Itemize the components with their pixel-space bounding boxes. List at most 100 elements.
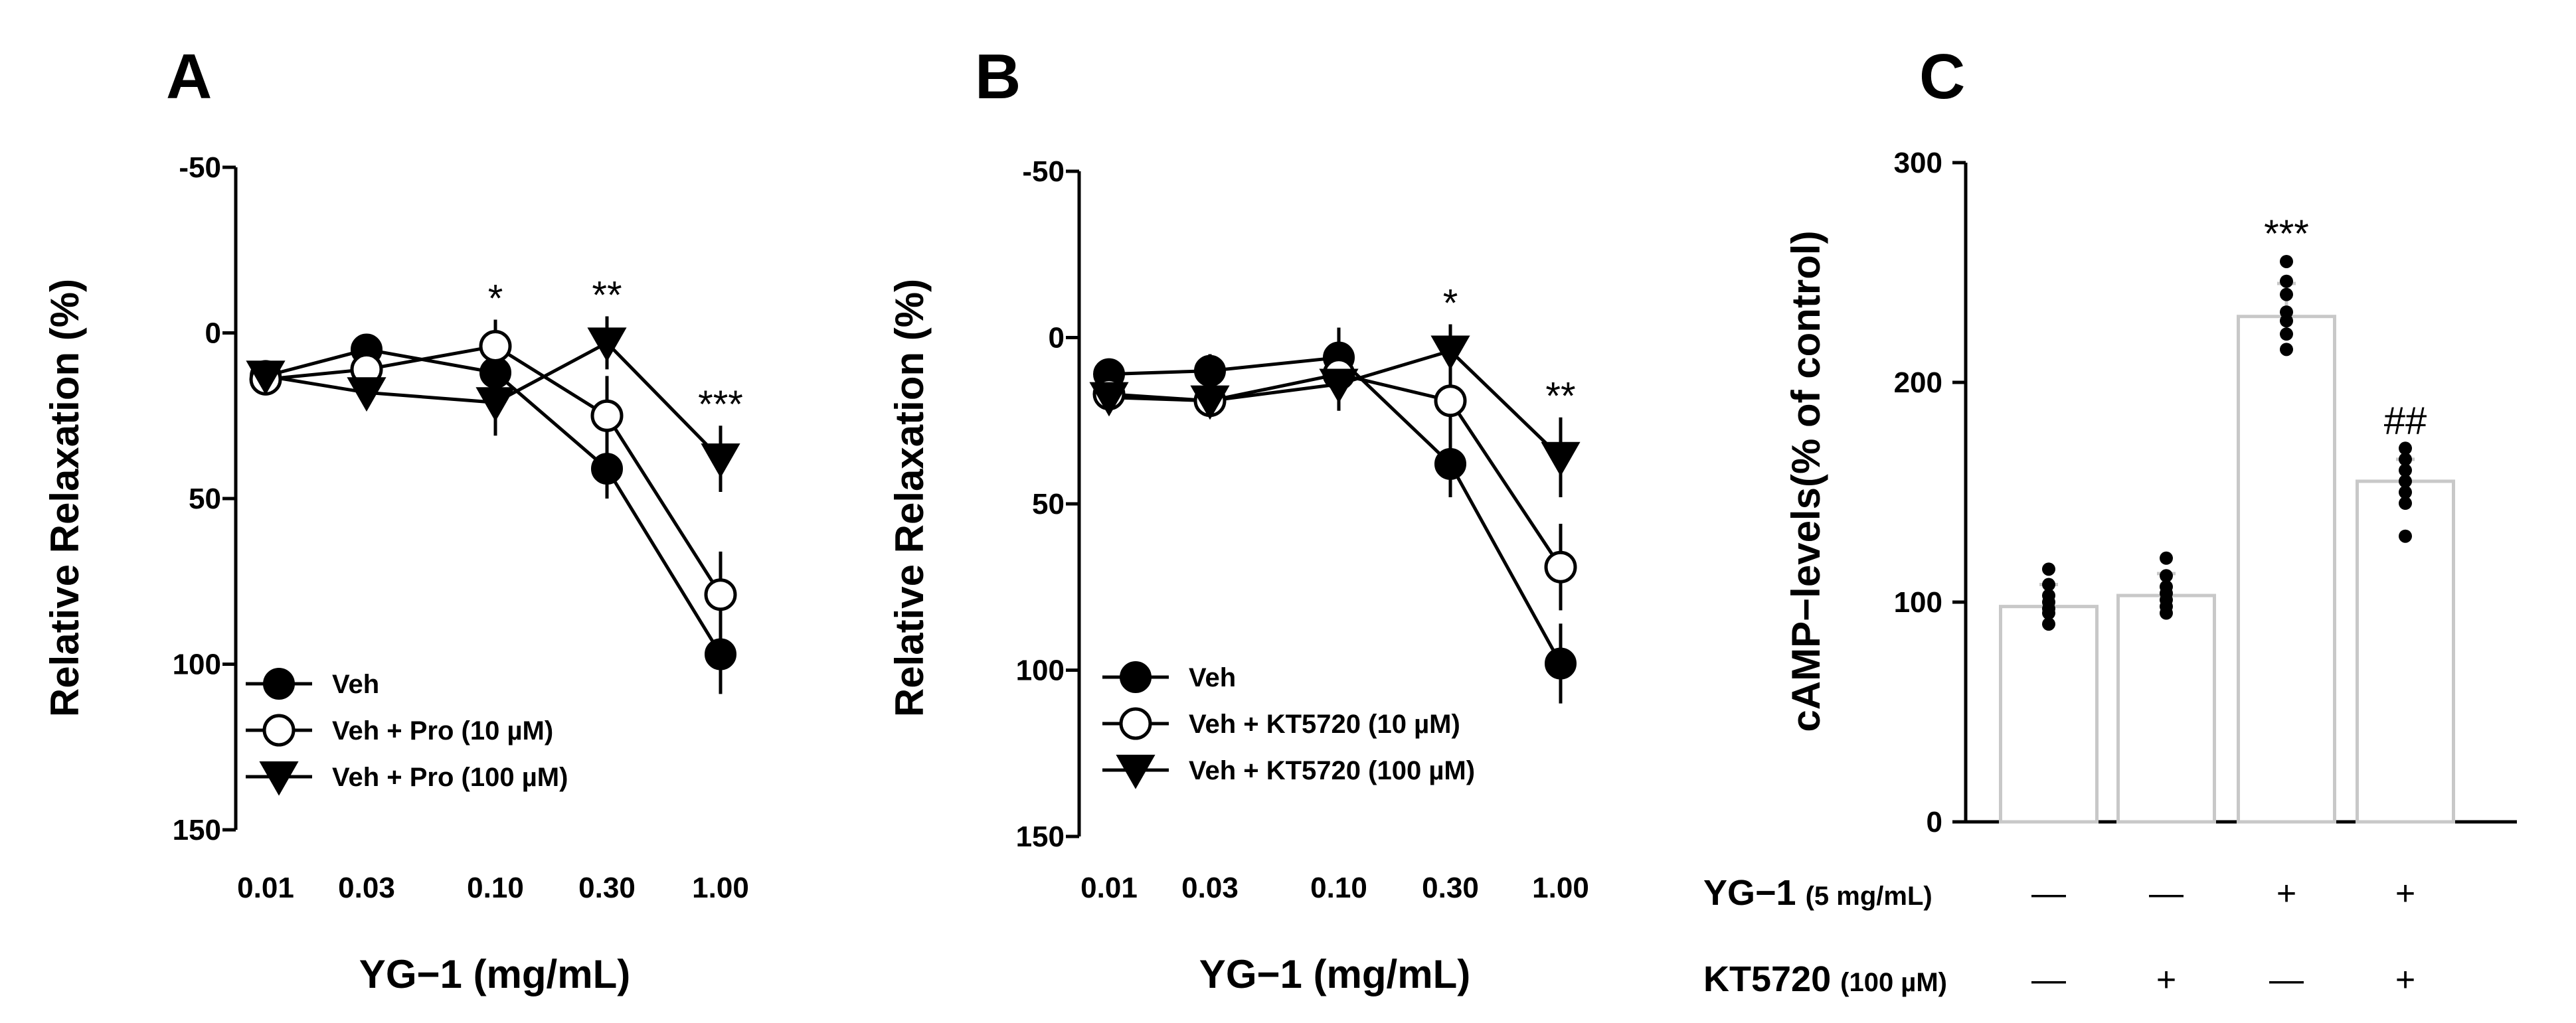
pc-data-point — [2160, 551, 2173, 565]
pc-y-tick-label: 100 — [1894, 586, 1942, 619]
pa-series-0-point — [479, 356, 511, 389]
pb-legend-label: Veh — [1189, 663, 1236, 692]
pa-series-1-point — [704, 578, 737, 611]
pa-series-2-point — [701, 443, 740, 478]
pb-x-tick-label: 1.00 — [1532, 872, 1589, 904]
pa-x-tick-label: 0.10 — [467, 872, 524, 904]
pc-data-point — [2280, 343, 2293, 356]
pc-data-point — [2042, 589, 2055, 603]
pc-condition-sign: + — [2276, 874, 2296, 913]
pc-data-point — [2399, 452, 2412, 466]
pc-condition-name: KT5720 — [1703, 959, 1831, 999]
pc-condition-sign: — — [2031, 961, 2066, 999]
panel-b-y-axis-label: Relative Relaxation (%) — [887, 279, 932, 717]
pb-series-2-point — [1541, 441, 1581, 477]
pc-condition-dose: (5 mg/mL) — [1806, 882, 1932, 911]
pa-legend-marker — [263, 668, 295, 700]
pc-data-point — [2399, 441, 2412, 455]
pb-series-2-point — [1430, 335, 1470, 370]
panel-b-label: B — [975, 41, 1021, 112]
pc-data-point — [2280, 274, 2293, 288]
pc-condition-sign: + — [2395, 961, 2415, 999]
pb-series-0-point — [1434, 447, 1466, 480]
pa-significance-mark: * — [488, 277, 503, 321]
pc-condition-sign: + — [2156, 961, 2176, 999]
panel-a-label: A — [166, 41, 212, 112]
pa-x-tick-label: 0.03 — [338, 872, 395, 904]
pa-series-2-point — [347, 377, 386, 412]
pc-condition-sign: — — [2269, 961, 2304, 999]
panel-b: B Relative Relaxation (%) YG−1 (mg/mL) -… — [887, 41, 1589, 996]
pc-data-point — [2280, 287, 2293, 301]
panel-a-x-axis-label: YG−1 (mg/mL) — [359, 952, 630, 996]
pb-significance-mark: ** — [1545, 375, 1575, 418]
pb-series-0-line — [1108, 355, 1563, 665]
pb-series-2-point — [1319, 368, 1359, 404]
panel-c: C cAMP−levels(% of control) 0 100 200 300 **… — [1703, 41, 2517, 999]
pc-data-point — [2280, 327, 2293, 341]
pb-legend-marker — [1119, 707, 1152, 740]
pb-series-2-point — [1190, 385, 1230, 420]
pc-y-tick-label: 300 — [1894, 147, 1942, 179]
pb-series-1-point — [1434, 384, 1467, 418]
pb-legend-label: Veh + KT5720 (10 µM) — [1189, 710, 1460, 739]
pc-data-point — [2399, 474, 2412, 488]
panel-c-label: C — [1919, 41, 1965, 112]
pa-series-0-point — [591, 453, 623, 485]
pb-legend-marker — [1120, 661, 1152, 693]
pa-significance-mark: *** — [698, 383, 743, 426]
pc-condition-row-0-label: YG−1 (5 mg/mL) — [1703, 873, 1932, 913]
pc-y-tick-label: 200 — [1894, 366, 1942, 399]
pa-series-1-point — [479, 329, 512, 362]
pa-significance-mark: ** — [592, 274, 622, 317]
panel-a-y-axis-label: Relative Relaxation (%) — [43, 279, 87, 717]
pb-y-tick-label: 150 — [1016, 821, 1065, 853]
pc-data-point — [2399, 529, 2412, 543]
pb-series-0-point — [1545, 647, 1577, 680]
pc-data-point — [2399, 463, 2412, 477]
panel-b-x-axis-label: YG−1 (mg/mL) — [1199, 952, 1470, 996]
pa-legend-label: Veh — [332, 670, 379, 699]
pa-x-tick-label: 1.00 — [692, 872, 749, 904]
pa-x-tick-label: 0.01 — [237, 872, 294, 904]
pb-series-2-point — [1089, 382, 1129, 417]
panel-a: A Relative Relaxation (%) YG−1 (mg/mL) -… — [43, 41, 749, 996]
pb-x-tick-label: 0.01 — [1080, 872, 1138, 904]
pc-condition-name: YG−1 — [1703, 873, 1796, 913]
pc-bar — [2116, 593, 2216, 824]
pa-y-tick-label: 100 — [173, 649, 221, 681]
pb-y-tick-label: -50 — [1022, 155, 1065, 188]
pa-legend-marker — [259, 761, 299, 796]
pa-series-2-point — [246, 360, 286, 396]
pa-legend-marker — [262, 714, 296, 747]
pc-bar — [2237, 315, 2336, 824]
pb-series-0-point — [1194, 354, 1226, 387]
pa-y-tick-label: -50 — [179, 151, 221, 184]
pc-bar — [1999, 605, 2099, 824]
pc-data-point — [2280, 254, 2293, 268]
pc-condition-sign: + — [2395, 874, 2415, 913]
pb-x-tick-label: 0.10 — [1310, 872, 1367, 904]
pc-data-point — [2280, 305, 2293, 319]
pb-y-tick-label: 50 — [1032, 488, 1065, 520]
pb-legend-label: Veh + KT5720 (100 µM) — [1189, 756, 1475, 785]
pc-data-point — [2399, 497, 2412, 511]
pa-series-0-point — [705, 638, 736, 670]
pa-y-tick-label: 0 — [205, 317, 221, 350]
pa-legend-label: Veh + Pro (10 µM) — [332, 716, 553, 746]
pc-significance-mark: ## — [2384, 399, 2427, 442]
pa-x-tick-label: 0.30 — [578, 872, 636, 904]
pc-condition-sign: — — [2149, 874, 2184, 913]
pa-series-2-point — [475, 387, 515, 422]
pa-series-2-point — [587, 327, 627, 362]
pa-y-tick-label: 50 — [189, 483, 221, 515]
pc-data-point — [2399, 485, 2412, 499]
pc-data-point — [2160, 569, 2173, 583]
pc-condition-sign: — — [2031, 874, 2066, 913]
pc-data-point — [2160, 580, 2173, 593]
panel-c-y-axis-label: cAMP−levels(% of control) — [1784, 230, 1828, 732]
pb-y-tick-label: 100 — [1016, 655, 1065, 687]
pb-significance-mark: * — [1443, 281, 1458, 325]
pb-legend-marker — [1116, 754, 1156, 789]
